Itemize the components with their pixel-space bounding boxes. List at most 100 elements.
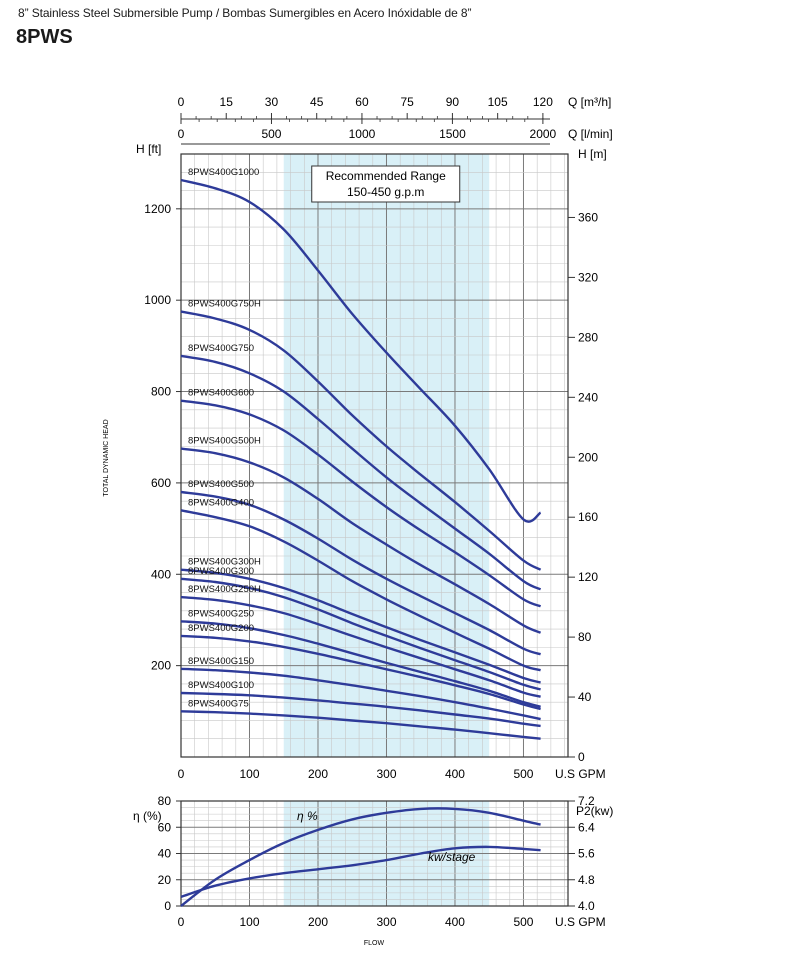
top-axis-m3h-tick-label: 45 bbox=[310, 95, 324, 109]
eff-y-tick-label: 20 bbox=[158, 873, 172, 887]
head-curve-8PWS400G300H bbox=[180, 568, 541, 684]
head-curve-8PWS400G500H bbox=[180, 447, 542, 634]
y-tick-label: 400 bbox=[151, 567, 171, 581]
top-axis-lmin-label: Q [l/min] bbox=[568, 127, 613, 141]
model-title: 8PWS bbox=[16, 26, 73, 48]
series-label-8PWS400G150: 8PWS400G150 bbox=[188, 656, 254, 667]
power-curve-label: kw/stage bbox=[428, 850, 476, 864]
y-tick-label: 1000 bbox=[144, 293, 171, 307]
power-y-tick-label: 4.0 bbox=[578, 899, 595, 913]
y-axis-label: H [ft] bbox=[136, 142, 161, 156]
x-tick-label-lower: 400 bbox=[445, 915, 465, 929]
x-axis-unit-lower: U.S GPM bbox=[555, 915, 606, 929]
top-axis-lmin-tick-label: 1000 bbox=[349, 127, 376, 141]
head-curve-8PWS400G1000 bbox=[180, 178, 542, 523]
eff-y-tick-label: 40 bbox=[158, 847, 172, 861]
y-right-tick-label: 0 bbox=[578, 750, 585, 764]
top-axis-m3h-tick-label: 0 bbox=[178, 95, 185, 109]
plot-frame bbox=[180, 153, 569, 758]
power-y-tick-label: 7.2 bbox=[578, 794, 595, 808]
y-right-tick-label: 200 bbox=[578, 450, 598, 464]
y-tick-label: 200 bbox=[151, 659, 171, 673]
eff-y-tick-label: 60 bbox=[158, 820, 172, 834]
y-right-tick-label: 40 bbox=[578, 690, 592, 704]
top-axis-lmin-tick-label: 500 bbox=[261, 127, 281, 141]
power-y-tick-label: 4.8 bbox=[578, 873, 595, 887]
recommended-range-box bbox=[311, 165, 461, 203]
eff-y-axis-label: η (%) bbox=[133, 809, 162, 823]
y-right-tick-label: 360 bbox=[578, 210, 598, 224]
head-curve-8PWS400G200 bbox=[180, 634, 541, 711]
x-tick-label: 500 bbox=[513, 767, 533, 781]
power-y-axis-label: P2(kw) bbox=[576, 804, 613, 818]
y-right-tick-label: 160 bbox=[578, 510, 598, 524]
series-label-8PWS400G250: 8PWS400G250 bbox=[188, 608, 254, 619]
top-axis-m3h-tick-label: 15 bbox=[220, 95, 234, 109]
top-axis-m3h-tick-label: 105 bbox=[488, 95, 508, 109]
x-tick-label: 400 bbox=[445, 767, 465, 781]
top-axis-lmin-tick-label: 2000 bbox=[530, 127, 557, 141]
top-axis-m3h-label: Q [m³/h] bbox=[568, 95, 611, 109]
top-axis-m3h-tick-label: 90 bbox=[446, 95, 460, 109]
y-right-tick-label: 240 bbox=[578, 390, 598, 404]
head-curve-8PWS400G300 bbox=[180, 577, 541, 691]
x-tick-label: 200 bbox=[308, 767, 328, 781]
series-label-8PWS400G600: 8PWS400G600 bbox=[188, 388, 254, 399]
recommended-range-value: 150-450 g.p.m bbox=[347, 185, 424, 199]
head-curve-8PWS400G400 bbox=[180, 509, 541, 672]
eff-y-tick-label: 80 bbox=[158, 794, 172, 808]
x-axis-unit: U.S GPM bbox=[555, 767, 606, 781]
series-label-8PWS400G200: 8PWS400G200 bbox=[188, 623, 254, 634]
page-subtitle: 8” Stainless Steel Submersible Pump / Bo… bbox=[18, 6, 472, 20]
x-tick-label: 100 bbox=[239, 767, 259, 781]
y-right-tick-label: 280 bbox=[578, 330, 598, 344]
x-tick-label-lower: 200 bbox=[308, 915, 328, 929]
head-curve-8PWS400G600 bbox=[180, 399, 542, 608]
top-axis-m3h-tick-label: 30 bbox=[265, 95, 279, 109]
series-label-8PWS400G500: 8PWS400G500 bbox=[188, 479, 254, 490]
top-axis-m3h-tick-label: 120 bbox=[533, 95, 553, 109]
recommended-range-label: Recommended Range bbox=[326, 169, 446, 183]
top-axis-m3h-tick-label: 60 bbox=[355, 95, 369, 109]
power-y-tick-label: 6.4 bbox=[578, 820, 595, 834]
x-tick-label-lower: 100 bbox=[239, 915, 259, 929]
efficiency-curve bbox=[180, 807, 541, 907]
y-tick-label: 1200 bbox=[144, 202, 171, 216]
y-tick-label: 600 bbox=[151, 476, 171, 490]
x-tick-label: 0 bbox=[178, 767, 185, 781]
head-curve-8PWS400G150 bbox=[180, 667, 541, 721]
head-curve-8PWS400G500 bbox=[180, 490, 541, 656]
series-label-8PWS400G1000: 8PWS400G1000 bbox=[188, 167, 259, 178]
top-axis-lmin-tick-label: 1500 bbox=[439, 127, 466, 141]
y-right-tick-label: 80 bbox=[578, 630, 592, 644]
series-label-8PWS400G750: 8PWS400G750 bbox=[188, 343, 254, 354]
top-axis-lmin-tick-label: 0 bbox=[178, 127, 185, 141]
head-curve-8PWS400G250H bbox=[180, 595, 541, 698]
head-curve-8PWS400G750H bbox=[180, 310, 542, 571]
efficiency-curve-label: η % bbox=[297, 809, 318, 823]
series-label-8PWS400G750H: 8PWS400G750H bbox=[188, 299, 261, 310]
series-label-8PWS400G300H: 8PWS400G300H bbox=[188, 557, 261, 568]
power-y-tick-label: 5.6 bbox=[578, 847, 595, 861]
head-curve-8PWS400G750 bbox=[180, 354, 542, 591]
x-axis-label-lower: FLOW bbox=[364, 940, 385, 947]
head-curve-8PWS400G100 bbox=[180, 691, 541, 728]
x-tick-label-lower: 300 bbox=[376, 915, 396, 929]
head-curve-8PWS400G75 bbox=[180, 710, 541, 740]
head-curve-8PWS400G250 bbox=[180, 620, 541, 708]
series-label-8PWS400G300: 8PWS400G300 bbox=[188, 566, 254, 577]
power-curve bbox=[180, 845, 541, 898]
series-label-8PWS400G400: 8PWS400G400 bbox=[188, 497, 254, 508]
y-right-tick-label: 120 bbox=[578, 570, 598, 584]
series-label-8PWS400G500H: 8PWS400G500H bbox=[188, 436, 261, 447]
series-label-8PWS400G75: 8PWS400G75 bbox=[188, 698, 249, 709]
top-axis-m3h-tick-label: 75 bbox=[401, 95, 415, 109]
y-right-tick-label: 320 bbox=[578, 270, 598, 284]
x-tick-label: 300 bbox=[376, 767, 396, 781]
eff-y-tick-label: 0 bbox=[164, 899, 171, 913]
x-tick-label-lower: 500 bbox=[513, 915, 533, 929]
series-label-8PWS400G100: 8PWS400G100 bbox=[188, 680, 254, 691]
series-label-8PWS400G250H: 8PWS400G250H bbox=[188, 584, 261, 595]
y-tick-label: 800 bbox=[151, 385, 171, 399]
